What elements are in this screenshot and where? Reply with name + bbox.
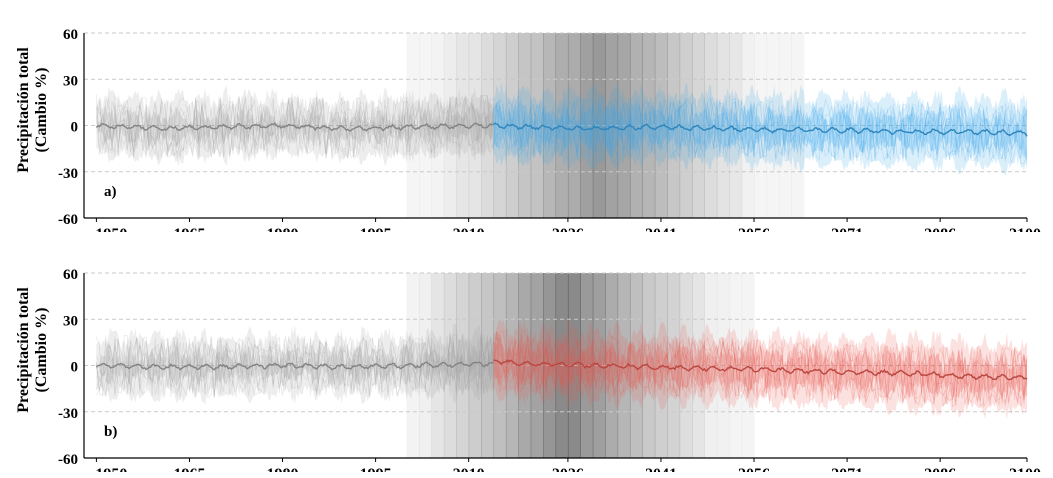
ensemble-member-line	[493, 98, 1028, 163]
y-tick-label: 30	[63, 313, 78, 329]
historical-series	[95, 85, 494, 166]
ensemble-member-line	[493, 334, 1028, 408]
ensemble-mean-line	[493, 359, 1028, 381]
y-tick-label: -30	[58, 406, 78, 422]
x-tick-label: 2100	[1009, 226, 1041, 232]
spread-envelope	[96, 342, 494, 387]
projection-series	[493, 82, 1028, 176]
x-tick-label: 2026	[552, 466, 584, 472]
spread-envelope	[493, 333, 1027, 402]
x-tick-label: 2086	[924, 466, 956, 472]
ensemble-member-line	[96, 95, 494, 158]
ensemble-member-line	[493, 334, 1028, 407]
x-tick-label: 2056	[738, 466, 770, 472]
spread-envelope	[493, 99, 1027, 158]
ensemble-member-line	[96, 335, 494, 398]
x-tick-label: 1980	[267, 226, 299, 232]
x-tick-label: 1995	[360, 226, 392, 232]
ensemble-member-line	[493, 334, 1028, 407]
ensemble-member-line	[493, 98, 1028, 162]
ensemble-member-line	[493, 332, 1028, 408]
historical-series	[95, 323, 494, 406]
chart-plot-b: 60 30 0 -30 -60 1950 1965 1980 1995 2010 2026 2041 2…	[58, 267, 1041, 472]
ensemble-member-line	[96, 94, 494, 159]
x-tick-label: 1965	[173, 226, 205, 232]
x-tick-label: 2026	[552, 226, 584, 232]
ensemble-member-line	[493, 97, 1028, 161]
ensemble-member-line	[96, 95, 494, 160]
x-tick-label: 2056	[738, 226, 770, 232]
y-tick-label: -60	[58, 212, 78, 228]
y-tick-label: -30	[58, 166, 78, 182]
ensemble-member-line	[96, 334, 494, 398]
ensemble-member-line	[493, 330, 1028, 406]
y-tick-label: 0	[71, 120, 79, 136]
ensemble-member-line	[96, 97, 494, 159]
ensemble-mean-line	[493, 122, 1028, 137]
y-tick-label: 0	[71, 360, 79, 376]
ensemble-member-line	[493, 98, 1028, 161]
panel-label: a)	[104, 184, 117, 200]
chart-panel-a: Precipitación total (Cambio %) 60 30 0 -30-…	[0, 0, 1053, 232]
chart-panel-b: Precipitación total (Cambio %) 60 30 0 -30-…	[0, 240, 1053, 472]
ensemble-member-line	[96, 333, 494, 399]
spread-envelope	[96, 323, 494, 406]
y-tick-label: 30	[63, 73, 78, 89]
ensemble-member-line	[493, 330, 1028, 406]
x-tick-label: 1980	[267, 466, 299, 472]
x-tick-label: 2086	[924, 226, 956, 232]
ensemble-mean-line	[95, 122, 494, 132]
x-tick-label: 2100	[1009, 466, 1041, 472]
chart-plot-a: 60 30 0 -30 -60 1950 1965 1980 1995 2010 2026 2041 2…	[58, 27, 1041, 232]
x-tick-label: 2010	[453, 226, 485, 232]
x-tick-label: 2041	[645, 226, 677, 232]
ensemble-member-line	[96, 335, 494, 397]
x-tick-label: 1950	[95, 226, 127, 232]
y-tick-label: -60	[58, 452, 78, 468]
ensemble-member-line	[96, 94, 494, 160]
y-tick-label: 60	[63, 27, 78, 43]
ensemble-member-line	[96, 335, 494, 399]
x-tick-label: 2010	[453, 466, 485, 472]
ensemble-member-line	[493, 332, 1028, 408]
x-tick-label: 1950	[95, 466, 127, 472]
x-tick-label: 1995	[360, 466, 392, 472]
panel-label: b)	[104, 424, 117, 440]
ensemble-member-line	[493, 98, 1028, 164]
ensemble-member-line	[96, 333, 494, 397]
projection-series	[493, 316, 1028, 420]
ensemble-mean-line	[95, 361, 494, 371]
x-tick-label: 2071	[831, 226, 863, 232]
ensemble-member-line	[493, 96, 1028, 160]
x-tick-label: 2071	[831, 466, 863, 472]
y-tick-label: 60	[63, 267, 78, 283]
x-tick-label: 2041	[645, 466, 677, 472]
ensemble-member-line	[96, 334, 494, 396]
ensemble-member-line	[493, 98, 1028, 164]
x-tick-label: 1965	[173, 466, 205, 472]
